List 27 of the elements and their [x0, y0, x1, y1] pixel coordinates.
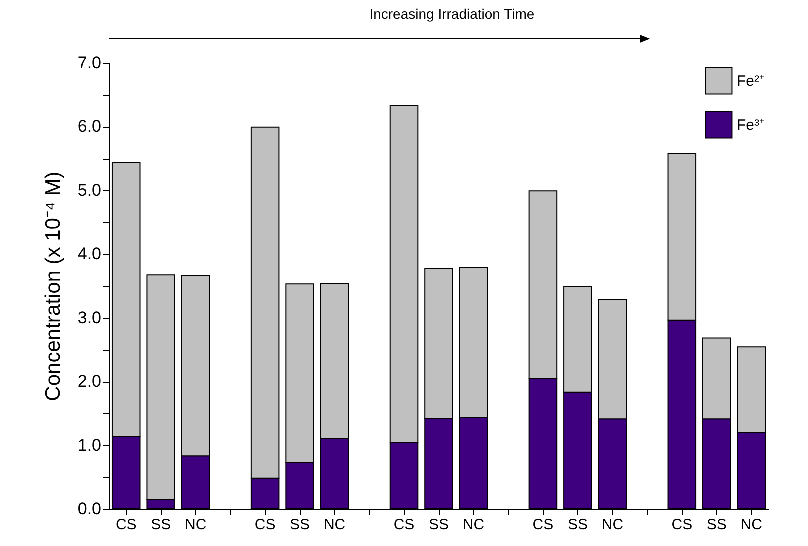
- y-tick-label: 4.0: [78, 244, 102, 264]
- x-tick-label: SS: [151, 516, 172, 534]
- y-tick-label: 0.0: [78, 500, 102, 518]
- legend-label: Fe³⁺: [737, 117, 764, 134]
- legend-label: Fe²⁺: [737, 73, 764, 90]
- y-tick-label: 7.0: [78, 54, 102, 72]
- x-tick-label: CS: [672, 516, 693, 534]
- x-tick-label: NC: [324, 516, 346, 534]
- x-tick-label: CS: [532, 516, 554, 534]
- x-tick-label: SS: [428, 516, 450, 534]
- y-axis-title: Concentration (x 10⁻⁴ M): [42, 172, 65, 402]
- y-tick-label: 5.0: [78, 180, 102, 200]
- x-tick-label: SS: [568, 516, 588, 534]
- x-tick-label: NC: [740, 516, 763, 534]
- x-tick-label: CS: [116, 516, 137, 534]
- y-tick-label: 3.0: [78, 308, 102, 328]
- text: Increasing Irradiation Time: [370, 6, 535, 22]
- x-tick-label: SS: [290, 516, 310, 534]
- y-tick-label: 1.0: [78, 436, 102, 455]
- x-tick-label: SS: [706, 516, 727, 534]
- y-tick-label: 2.0: [78, 372, 102, 392]
- x-tick-label: NC: [185, 516, 207, 534]
- x-tick-label: CS: [254, 516, 276, 534]
- y-tick-label: 6.0: [78, 117, 102, 136]
- x-tick-label: CS: [394, 516, 415, 534]
- x-tick-label: NC: [462, 516, 485, 534]
- x-tick-label: NC: [602, 516, 624, 534]
